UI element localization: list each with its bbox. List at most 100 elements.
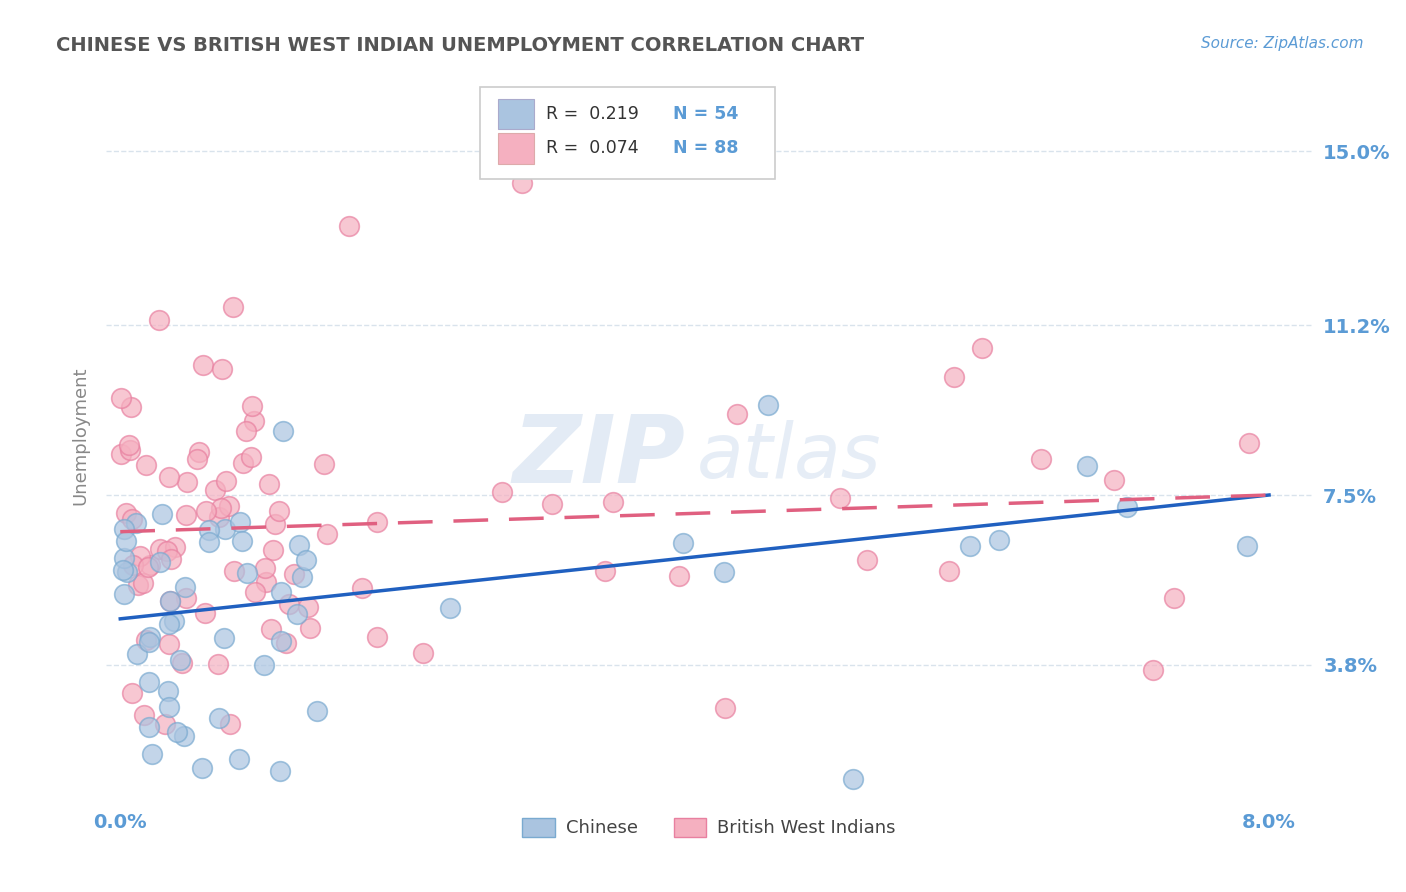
Point [222, 300, 245, 314]
Point [1031, 451, 1053, 466]
Point [298, 621, 321, 635]
Point [593, 564, 616, 578]
Point [254, 574, 277, 589]
Point [157, 684, 180, 698]
Point [856, 552, 879, 566]
Point [240, 400, 263, 414]
Point [240, 450, 263, 465]
Point [316, 527, 339, 541]
Point [214, 522, 236, 536]
Point [138, 675, 160, 690]
Point [188, 444, 211, 458]
Point [157, 700, 180, 714]
Point [269, 503, 291, 517]
Point [291, 569, 314, 583]
Point [149, 541, 172, 556]
Point [211, 362, 233, 376]
Point [1116, 500, 1139, 514]
Point [174, 591, 197, 606]
Point [236, 566, 259, 581]
Point [204, 483, 226, 498]
Point [228, 752, 250, 766]
Text: ZIP: ZIP [512, 411, 685, 503]
Point [176, 475, 198, 489]
Point [118, 443, 141, 458]
Point [141, 747, 163, 762]
Point [153, 717, 176, 731]
Point [283, 566, 305, 581]
Point [212, 631, 235, 645]
Point [257, 476, 280, 491]
Point [209, 501, 232, 516]
Point [222, 564, 245, 578]
Text: R =  0.219: R = 0.219 [546, 105, 640, 123]
Point [110, 447, 132, 461]
Point [173, 580, 195, 594]
Point [727, 408, 749, 422]
Point [138, 558, 160, 572]
Point [120, 401, 142, 415]
Text: N = 54: N = 54 [673, 105, 738, 123]
Point [208, 710, 231, 724]
Point [191, 761, 214, 775]
Point [270, 634, 292, 648]
Point [253, 561, 276, 575]
Point [138, 720, 160, 734]
Point [174, 508, 197, 522]
Point [1236, 539, 1258, 553]
Point [121, 686, 143, 700]
Legend: Chinese, British West Indians: Chinese, British West Indians [515, 811, 903, 845]
Point [173, 729, 195, 743]
Point [157, 637, 180, 651]
Point [118, 438, 141, 452]
Point [129, 549, 152, 563]
Point [125, 647, 148, 661]
Point [366, 630, 388, 644]
Point [439, 601, 461, 615]
Point [987, 533, 1010, 548]
Point [1239, 435, 1261, 450]
Point [157, 469, 180, 483]
Point [172, 656, 194, 670]
Point [115, 565, 138, 579]
Point [112, 587, 135, 601]
Point [1102, 473, 1125, 487]
Point [512, 176, 534, 190]
Point [159, 552, 181, 566]
Point [672, 536, 695, 550]
Point [169, 653, 191, 667]
Point [307, 704, 329, 718]
Point [713, 565, 735, 579]
Point [271, 424, 294, 438]
Point [602, 495, 624, 509]
Point [214, 474, 236, 488]
Point [148, 313, 170, 327]
Point [163, 541, 186, 555]
Point [1076, 458, 1098, 473]
Point [135, 632, 157, 647]
Point [112, 522, 135, 536]
Text: N = 88: N = 88 [673, 139, 738, 158]
Point [135, 458, 157, 473]
Point [166, 724, 188, 739]
Text: CHINESE VS BRITISH WEST INDIAN UNEMPLOYMENT CORRELATION CHART: CHINESE VS BRITISH WEST INDIAN UNEMPLOYM… [56, 36, 865, 54]
Point [235, 424, 257, 438]
Point [232, 456, 254, 470]
Point [218, 499, 240, 513]
Point [121, 512, 143, 526]
Point [186, 452, 208, 467]
Point [1163, 591, 1185, 605]
Text: atlas: atlas [697, 420, 882, 494]
Point [540, 497, 562, 511]
Point [262, 542, 284, 557]
Text: R =  0.074: R = 0.074 [546, 139, 638, 158]
Point [112, 551, 135, 566]
Point [231, 533, 253, 548]
Point [274, 636, 297, 650]
Point [350, 581, 373, 595]
Point [287, 538, 309, 552]
Point [828, 491, 851, 506]
Point [243, 585, 266, 599]
Point [260, 623, 283, 637]
Point [114, 506, 136, 520]
